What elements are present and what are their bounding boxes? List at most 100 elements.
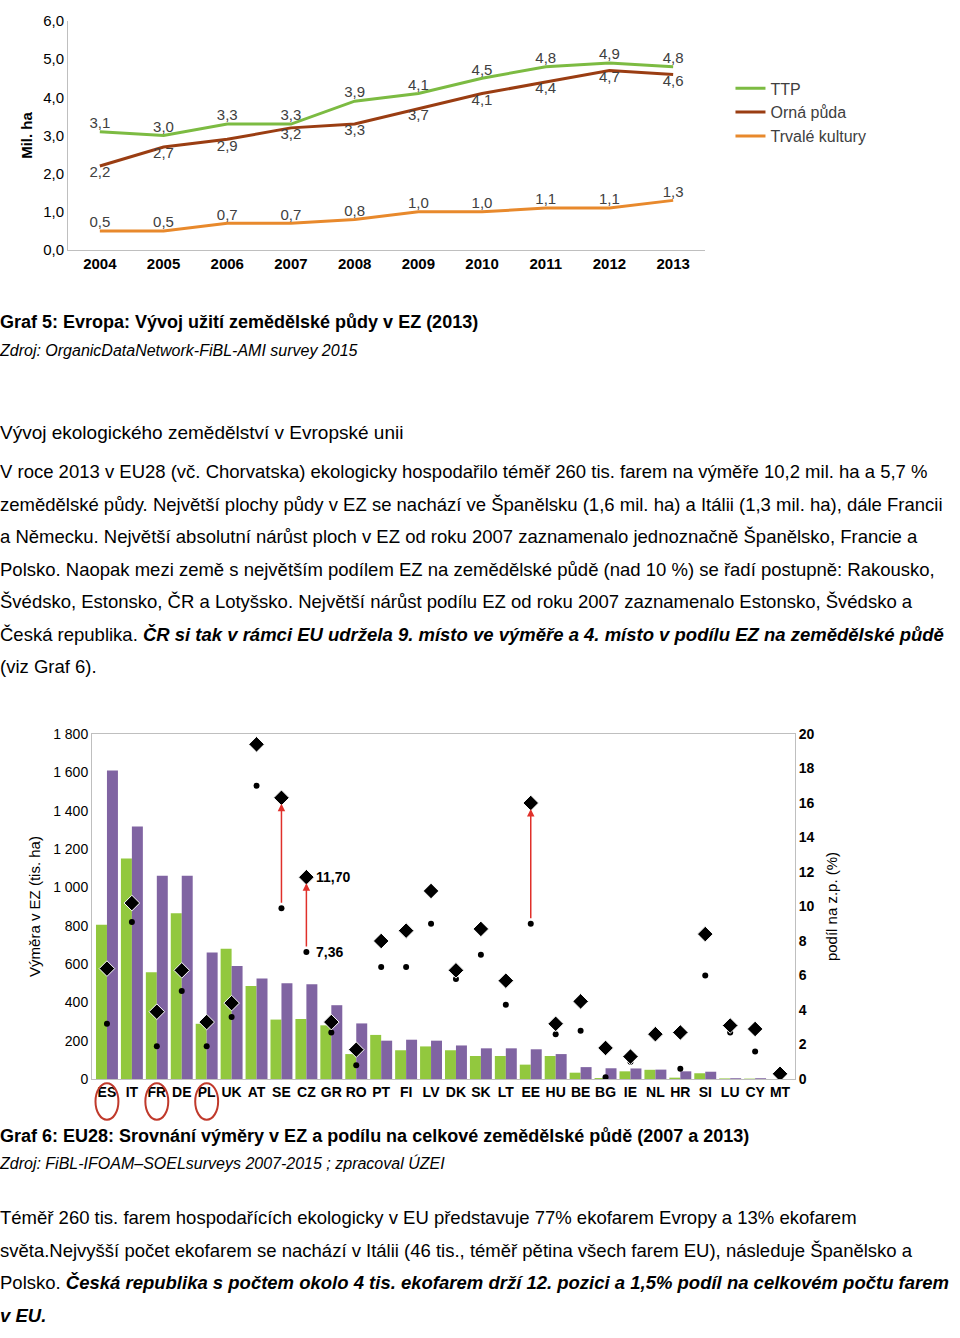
svg-text:0: 0 — [799, 1071, 807, 1087]
svg-text:NL: NL — [646, 1084, 665, 1100]
svg-text:600: 600 — [65, 956, 89, 972]
svg-text:MT: MT — [770, 1084, 791, 1100]
svg-text:800: 800 — [65, 918, 89, 934]
svg-text:HR: HR — [670, 1084, 690, 1100]
svg-text:RO: RO — [346, 1084, 367, 1100]
svg-text:0,7: 0,7 — [281, 206, 302, 223]
svg-text:1 400: 1 400 — [53, 803, 88, 819]
svg-text:CZ: CZ — [297, 1084, 316, 1100]
svg-text:2,7: 2,7 — [153, 144, 174, 161]
svg-text:LV: LV — [423, 1084, 441, 1100]
svg-text:Trvalé kultury: Trvalé kultury — [770, 128, 865, 145]
svg-text:200: 200 — [65, 1033, 89, 1049]
svg-text:4,9: 4,9 — [599, 45, 620, 62]
svg-text:4,1: 4,1 — [408, 76, 429, 93]
svg-text:0,5: 0,5 — [153, 213, 174, 230]
svg-text:DK: DK — [446, 1084, 466, 1100]
svg-text:1,1: 1,1 — [535, 190, 556, 207]
svg-text:4,7: 4,7 — [599, 68, 620, 85]
svg-text:0,0: 0,0 — [43, 241, 64, 258]
svg-text:5,0: 5,0 — [43, 50, 64, 67]
svg-text:SI: SI — [699, 1084, 712, 1100]
svg-text:2,9: 2,9 — [217, 137, 238, 154]
svg-text:Orná půda: Orná půda — [770, 104, 846, 121]
svg-text:14: 14 — [799, 829, 815, 845]
svg-text:Mil. ha: Mil. ha — [18, 112, 35, 159]
svg-text:18: 18 — [799, 760, 815, 776]
svg-text:4,4: 4,4 — [535, 79, 556, 96]
svg-text:2009: 2009 — [402, 255, 435, 272]
svg-text:podíl na z.p. (%): podíl na z.p. (%) — [823, 852, 840, 961]
svg-text:FR: FR — [147, 1084, 166, 1100]
svg-text:6: 6 — [799, 967, 807, 983]
svg-text:3,7: 3,7 — [408, 106, 429, 123]
svg-text:2010: 2010 — [465, 255, 498, 272]
svg-text:2005: 2005 — [147, 255, 180, 272]
svg-text:EE: EE — [521, 1084, 540, 1100]
svg-text:3,0: 3,0 — [43, 127, 64, 144]
svg-text:400: 400 — [65, 994, 89, 1010]
svg-text:1 800: 1 800 — [53, 726, 88, 742]
svg-text:3,3: 3,3 — [344, 121, 365, 138]
svg-text:FI: FI — [400, 1084, 412, 1100]
svg-text:8: 8 — [799, 933, 807, 949]
svg-text:2011: 2011 — [529, 255, 562, 272]
svg-text:LT: LT — [498, 1084, 515, 1100]
svg-text:Výměra v EZ (tis. ha): Výměra v EZ (tis. ha) — [26, 836, 43, 977]
svg-text:7,36: 7,36 — [316, 944, 343, 960]
svg-text:4,0: 4,0 — [43, 89, 64, 106]
svg-text:2,2: 2,2 — [89, 163, 110, 180]
svg-text:UK: UK — [221, 1084, 241, 1100]
svg-text:4: 4 — [799, 1002, 807, 1018]
svg-text:BG: BG — [595, 1084, 616, 1100]
svg-text:1,0: 1,0 — [43, 203, 64, 220]
svg-text:2004: 2004 — [83, 255, 117, 272]
svg-text:1,3: 1,3 — [663, 183, 684, 200]
svg-text:PL: PL — [198, 1084, 216, 1100]
svg-text:4,8: 4,8 — [663, 49, 684, 66]
svg-text:2008: 2008 — [338, 255, 371, 272]
svg-text:3,3: 3,3 — [217, 106, 238, 123]
svg-text:3,9: 3,9 — [344, 83, 365, 100]
svg-text:BE: BE — [571, 1084, 590, 1100]
svg-text:16: 16 — [799, 795, 815, 811]
svg-text:20: 20 — [799, 726, 815, 742]
svg-text:2013: 2013 — [656, 255, 689, 272]
svg-text:CY: CY — [745, 1084, 765, 1100]
svg-text:3,3: 3,3 — [281, 106, 302, 123]
svg-text:0,8: 0,8 — [344, 202, 365, 219]
svg-text:IE: IE — [624, 1084, 637, 1100]
svg-text:11,70: 11,70 — [316, 869, 350, 885]
svg-text:2,0: 2,0 — [43, 165, 64, 182]
svg-text:GR: GR — [321, 1084, 342, 1100]
svg-text:12: 12 — [799, 864, 815, 880]
svg-text:DE: DE — [172, 1084, 191, 1100]
svg-text:1 600: 1 600 — [53, 764, 88, 780]
svg-text:2007: 2007 — [274, 255, 307, 272]
svg-text:0,5: 0,5 — [89, 213, 110, 230]
svg-text:4,5: 4,5 — [472, 61, 493, 78]
svg-text:1 200: 1 200 — [53, 841, 88, 857]
svg-text:0: 0 — [80, 1071, 88, 1087]
svg-text:0,7: 0,7 — [217, 206, 238, 223]
svg-text:2: 2 — [799, 1036, 807, 1052]
svg-text:1,0: 1,0 — [408, 194, 429, 211]
svg-text:2012: 2012 — [593, 255, 626, 272]
svg-text:1,0: 1,0 — [472, 194, 493, 211]
svg-text:1 000: 1 000 — [53, 879, 88, 895]
svg-text:6,0: 6,0 — [43, 12, 64, 29]
svg-text:3,2: 3,2 — [281, 125, 302, 142]
svg-text:ES: ES — [98, 1084, 117, 1100]
svg-text:4,6: 4,6 — [663, 72, 684, 89]
svg-text:2006: 2006 — [211, 255, 244, 272]
svg-text:SK: SK — [471, 1084, 490, 1100]
svg-text:PT: PT — [372, 1084, 390, 1100]
svg-text:HU: HU — [546, 1084, 566, 1100]
svg-text:3,0: 3,0 — [153, 118, 174, 135]
svg-text:LU: LU — [721, 1084, 740, 1100]
svg-text:SE: SE — [272, 1084, 291, 1100]
svg-text:10: 10 — [799, 898, 815, 914]
svg-text:AT: AT — [248, 1084, 266, 1100]
svg-text:IT: IT — [126, 1084, 139, 1100]
svg-text:4,1: 4,1 — [472, 91, 493, 108]
